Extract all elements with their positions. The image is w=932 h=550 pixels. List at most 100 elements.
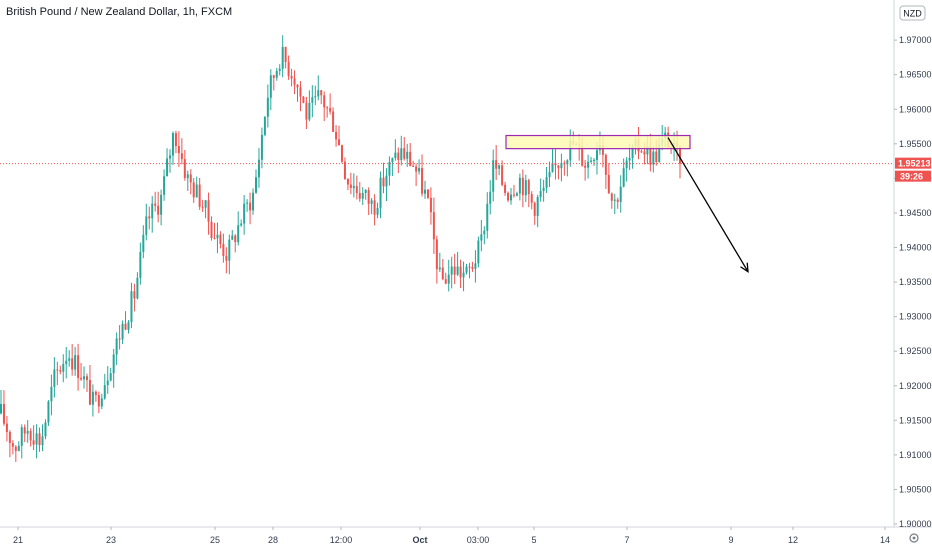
time-tick-label: Oct bbox=[412, 535, 427, 545]
candle bbox=[257, 147, 260, 188]
candle bbox=[47, 400, 50, 426]
candle bbox=[320, 89, 323, 105]
gear-icon[interactable] bbox=[909, 533, 919, 543]
candle bbox=[174, 130, 177, 154]
candle bbox=[88, 365, 91, 406]
price-axis[interactable]: 1.90000 1.90500 1.91000 1.91500 1.92000 1.925… bbox=[894, 35, 932, 529]
candle bbox=[145, 203, 148, 241]
time-tick-label: 21 bbox=[13, 535, 23, 545]
candle bbox=[204, 200, 207, 219]
candle bbox=[243, 194, 246, 235]
candle bbox=[192, 177, 195, 203]
candle bbox=[447, 259, 450, 292]
candle bbox=[83, 366, 86, 389]
candle bbox=[542, 179, 545, 202]
candle bbox=[412, 160, 415, 168]
candle bbox=[112, 348, 115, 388]
candle bbox=[44, 419, 47, 440]
time-tick-label: 7 bbox=[624, 535, 629, 545]
price-tick-label: 1.90500 bbox=[899, 484, 932, 494]
time-tick-label: 14 bbox=[880, 535, 890, 545]
candle bbox=[453, 253, 456, 285]
candle bbox=[53, 357, 56, 398]
candle bbox=[566, 159, 569, 177]
candle bbox=[157, 191, 160, 223]
candle bbox=[557, 165, 560, 180]
candle bbox=[246, 199, 249, 212]
candle bbox=[124, 311, 127, 331]
price-tick-label: 1.96500 bbox=[899, 70, 932, 80]
candle bbox=[563, 160, 566, 176]
candle bbox=[610, 192, 613, 209]
candle bbox=[195, 176, 198, 198]
candle bbox=[551, 148, 554, 173]
currency-badge[interactable]: NZD bbox=[899, 5, 926, 21]
candle bbox=[352, 173, 355, 198]
candle bbox=[548, 161, 551, 188]
candle bbox=[296, 84, 299, 102]
time-tick-label: 5 bbox=[531, 535, 536, 545]
candle bbox=[97, 391, 100, 414]
candle bbox=[501, 160, 504, 187]
candle bbox=[260, 127, 263, 169]
last-price-label: 1.95213 bbox=[898, 159, 931, 169]
candle bbox=[32, 425, 35, 451]
candle bbox=[252, 188, 255, 215]
candle bbox=[169, 149, 172, 173]
candle bbox=[177, 131, 180, 168]
candle bbox=[68, 350, 71, 367]
candle bbox=[355, 175, 358, 200]
candle bbox=[343, 157, 346, 180]
candle bbox=[35, 424, 38, 459]
candle bbox=[536, 194, 539, 228]
time-tick-label: 03:00 bbox=[467, 535, 490, 545]
candle bbox=[17, 441, 20, 452]
candle bbox=[604, 153, 607, 189]
candle bbox=[471, 261, 474, 272]
candle bbox=[62, 354, 65, 383]
candle bbox=[148, 206, 151, 230]
candle bbox=[382, 162, 385, 194]
candle bbox=[237, 211, 240, 246]
candle bbox=[225, 247, 228, 274]
price-tick-label: 1.95500 bbox=[899, 139, 932, 149]
candle bbox=[465, 263, 468, 275]
candle bbox=[166, 148, 169, 177]
candle bbox=[231, 229, 234, 241]
candle bbox=[80, 363, 83, 381]
candle bbox=[607, 163, 610, 194]
candle bbox=[240, 219, 243, 227]
candle bbox=[266, 84, 269, 128]
candle bbox=[308, 90, 311, 122]
candle bbox=[409, 143, 412, 167]
candle bbox=[584, 159, 587, 181]
candle bbox=[524, 174, 527, 203]
candle bbox=[26, 420, 29, 443]
candle bbox=[222, 233, 225, 263]
candle bbox=[370, 198, 373, 215]
candle bbox=[444, 272, 447, 285]
price-tick-label: 1.90000 bbox=[899, 519, 932, 529]
time-axis[interactable]: 21 23 25 28 12:00 Oct 03:00 5 7 9 12 14 bbox=[13, 527, 890, 545]
price-tick-label: 1.93500 bbox=[899, 277, 932, 287]
candle bbox=[486, 192, 489, 239]
candle bbox=[338, 125, 341, 146]
candle bbox=[450, 256, 453, 289]
resistance-zone[interactable] bbox=[505, 134, 691, 150]
candle bbox=[201, 199, 204, 212]
projection-arrow[interactable] bbox=[667, 137, 749, 273]
candle bbox=[210, 216, 213, 241]
time-tick-label: 28 bbox=[268, 535, 278, 545]
candle bbox=[403, 136, 406, 161]
candle bbox=[421, 154, 424, 197]
candle bbox=[640, 149, 643, 153]
candle bbox=[234, 234, 237, 253]
candle bbox=[272, 74, 275, 91]
candle bbox=[652, 145, 655, 173]
candle bbox=[91, 384, 94, 417]
candle bbox=[435, 235, 438, 284]
candle bbox=[545, 166, 548, 194]
price-tick-label: 1.92000 bbox=[899, 381, 932, 391]
